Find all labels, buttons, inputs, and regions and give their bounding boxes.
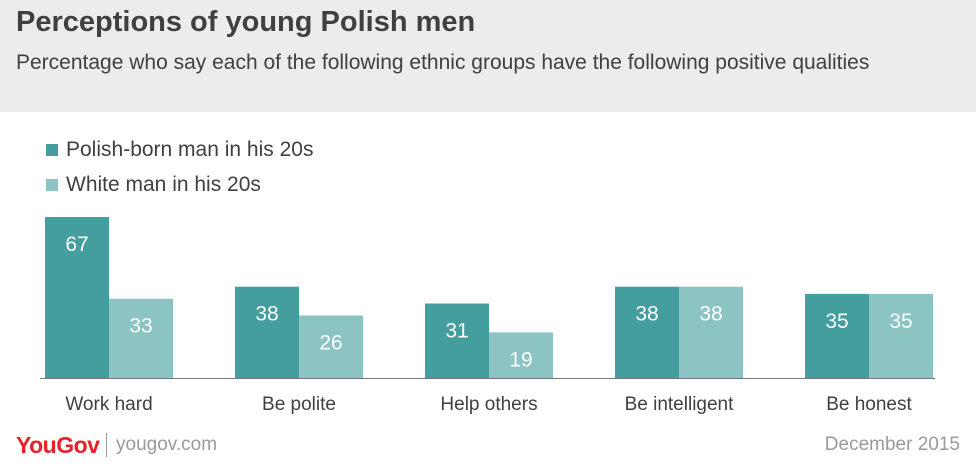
legend-item-series-1: Polish-born man in his 20s [46,138,314,161]
bar-series-2 [109,298,173,378]
data-label-series-2: 19 [509,348,532,371]
x-tick-label: Be honest [826,394,912,415]
bar-series-1 [425,303,489,378]
bar-series-2 [869,293,933,378]
data-label-series-1: 35 [825,310,848,333]
legend-swatch-series-2 [46,179,58,191]
bar-series-1 [235,286,299,378]
bar-series-1 [45,217,109,378]
yougov-logo: YouGov [16,432,100,458]
x-tick-label: Be polite [262,394,336,415]
legend-label-series-2: White man in his 20s [66,173,261,196]
x-tick-label: Help others [440,394,537,415]
header: Perceptions of young Polish men Percenta… [0,0,976,112]
footer-date: December 2015 [824,434,960,455]
bar-series-1 [805,293,869,378]
x-tick-label: Be intelligent [625,394,735,415]
data-label-series-2: 35 [889,310,912,333]
bar-series-1 [615,286,679,378]
legend-item-series-2: White man in his 20s [46,173,261,196]
footer-divider [106,433,107,457]
chart-subtitle: Percentage who say each of the following… [16,51,870,74]
data-label-series-2: 26 [319,332,342,355]
legend-label-series-1: Polish-born man in his 20s [66,138,314,161]
legend-swatch-series-1 [46,144,58,156]
data-label-series-1: 38 [255,303,278,326]
data-label-series-2: 33 [129,315,152,338]
data-label-series-1: 38 [635,303,658,326]
chart-title: Perceptions of young Polish men [16,6,476,38]
footer-site: yougov.com [116,434,218,455]
bar-series-2 [489,332,553,378]
data-label-series-1: 31 [445,320,468,343]
x-tick-label: Work hard [65,394,152,415]
data-label-series-1: 67 [65,233,88,256]
data-label-series-2: 38 [699,303,722,326]
bar-series-2 [299,315,363,378]
bar-series-2 [679,286,743,378]
